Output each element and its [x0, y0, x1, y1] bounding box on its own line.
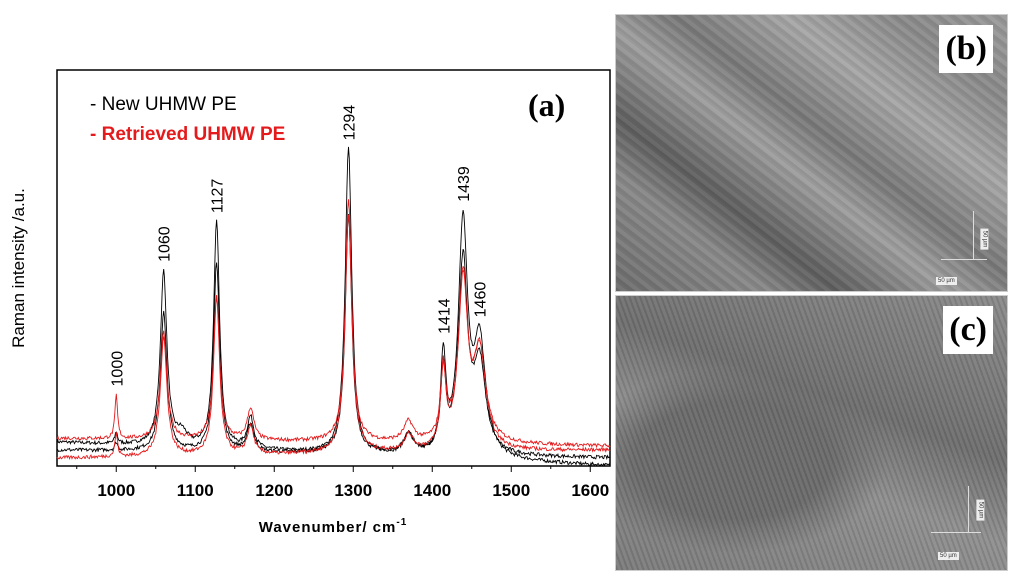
- scale-bar-h: [941, 259, 987, 260]
- peak-label: 1439: [456, 166, 473, 202]
- plot-frame: [56, 69, 611, 467]
- micrograph-c: (c) 50 µm 50 µm: [615, 295, 1008, 571]
- peak-label: 1294: [342, 105, 359, 141]
- series-line: [56, 199, 611, 461]
- scale-label-v: 50 µm: [980, 228, 989, 250]
- x-tick-label: 1100: [177, 481, 214, 500]
- scale-bar-v: [973, 211, 974, 259]
- peak-label: 1000: [109, 351, 126, 387]
- raman-chart: 1000 1100 1200 1300 1400 1500 1600 1000 1060 112…: [9, 69, 611, 536]
- scale-bar-h: [931, 532, 981, 533]
- x-tick-label: 1600: [571, 481, 609, 500]
- peak-label: 1414: [436, 298, 453, 334]
- x-axis-label-sup: -1: [396, 517, 407, 528]
- panel-label-b: (b): [939, 25, 993, 73]
- x-tick-label: 1200: [255, 481, 293, 500]
- x-tick-label: 1000: [97, 481, 135, 500]
- x-axis-label: Wavenumber/ cm-1: [259, 517, 408, 536]
- peak-label: 1060: [157, 226, 174, 262]
- x-tick-label: 1500: [492, 481, 530, 500]
- x-axis-label-text: Wavenumber/ cm: [259, 519, 397, 536]
- y-axis-label: Raman intensity /a.u.: [9, 188, 28, 348]
- x-tick-label: 1400: [413, 481, 451, 500]
- peak-label: 1460: [473, 282, 490, 318]
- micrograph-b: (b) 50 µm 50 µm: [615, 14, 1008, 292]
- series-line: [56, 146, 611, 467]
- series-line: [56, 214, 611, 449]
- scale-label-v: 50 µm: [976, 499, 985, 521]
- scale-label-h: 50 µm: [938, 552, 959, 560]
- scale-bar-v: [968, 486, 969, 533]
- scale-label-h: 50 µm: [936, 277, 957, 285]
- panel-label-c: (c): [943, 306, 993, 354]
- series-line: [56, 213, 611, 461]
- legend-retrieved: - Retrieved UHMW PE: [90, 124, 285, 145]
- legend-new: - New UHMW PE: [90, 94, 237, 115]
- panel-label-a: (a): [528, 87, 565, 123]
- x-tick-label: 1300: [334, 481, 372, 500]
- peak-label: 1127: [210, 179, 227, 214]
